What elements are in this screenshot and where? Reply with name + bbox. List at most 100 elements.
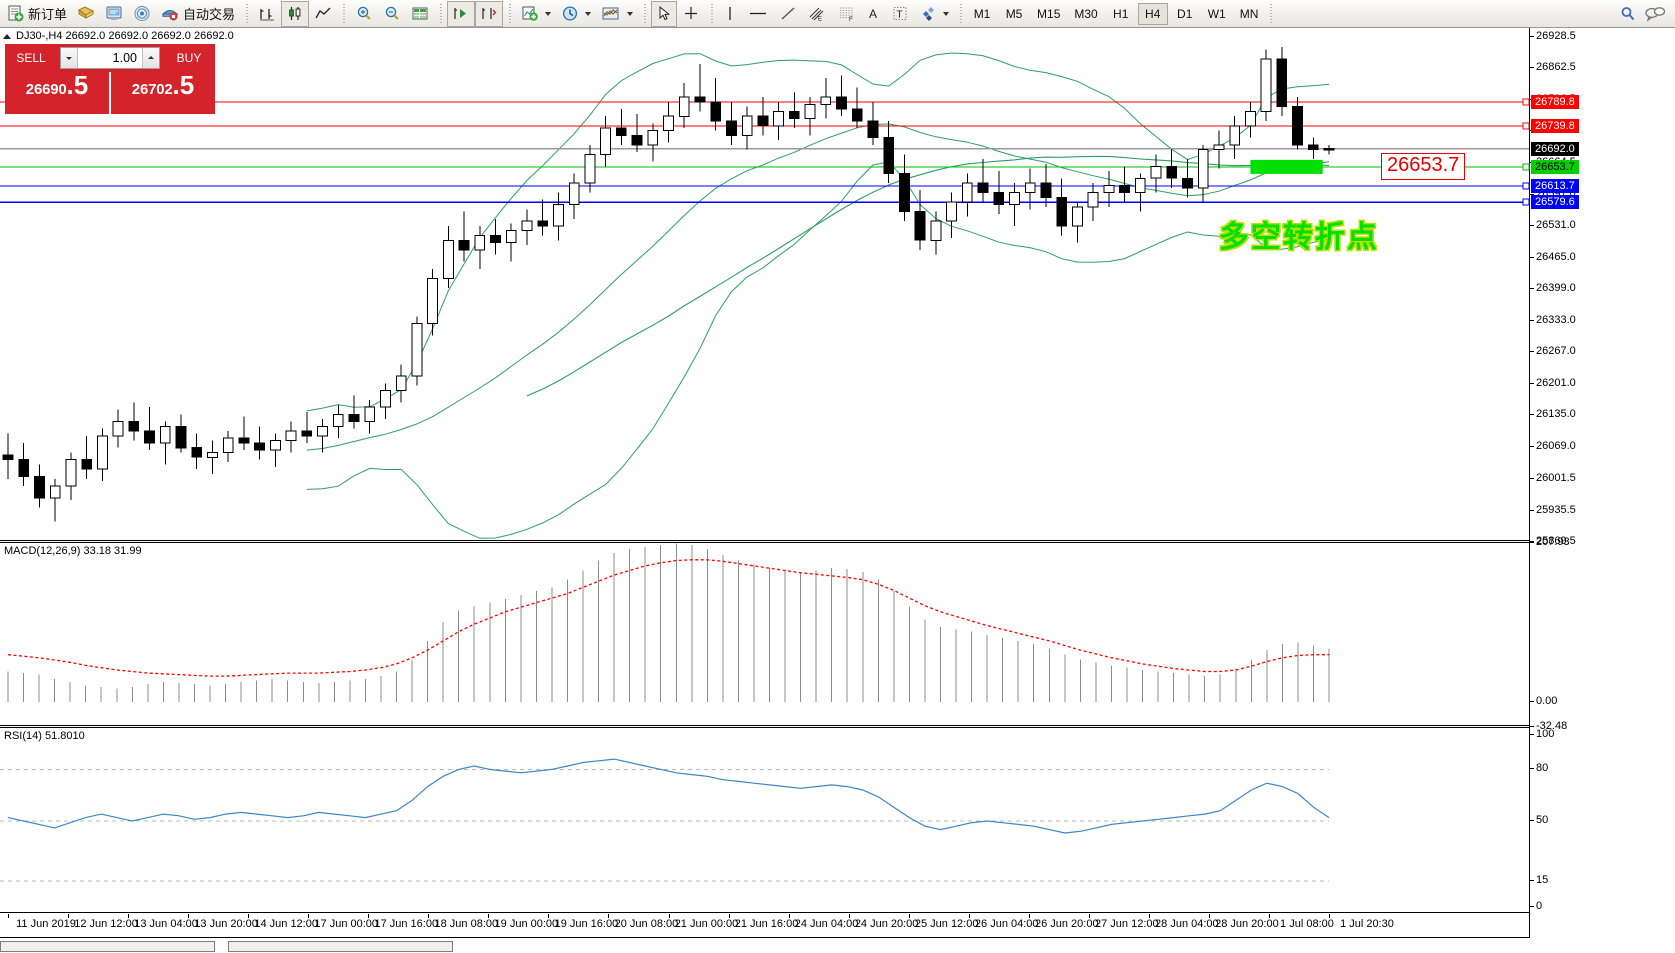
line-chart-button[interactable] bbox=[309, 1, 337, 27]
shapes-tool[interactable] bbox=[914, 1, 954, 27]
candlestick bbox=[694, 63, 706, 112]
timeframe-m30[interactable]: M30 bbox=[1074, 6, 1098, 21]
price-pane[interactable]: DJ30-,H4 26692.0 26692.0 26692.0 26692.0… bbox=[0, 28, 1529, 541]
periods-button[interactable] bbox=[556, 1, 596, 27]
vertical-line-tool[interactable] bbox=[718, 1, 742, 27]
level-drag-handle[interactable] bbox=[1522, 122, 1530, 130]
candlestick bbox=[1323, 144, 1335, 155]
candlestick bbox=[600, 116, 612, 167]
chart-area: DJ30-,H4 26692.0 26692.0 26692.0 26692.0… bbox=[0, 28, 1675, 953]
pivot-highlight-rect[interactable] bbox=[1250, 159, 1323, 174]
rsi-caption: RSI(14) 51.8010 bbox=[4, 730, 85, 742]
new-order-button[interactable]: 新订单 bbox=[2, 1, 72, 27]
candlestick bbox=[1134, 173, 1146, 212]
candlestick bbox=[411, 316, 423, 386]
equidistant-channel-tool[interactable]: E bbox=[802, 1, 832, 27]
candlestick bbox=[741, 106, 753, 150]
data-window-button[interactable] bbox=[406, 1, 434, 27]
chart-shift-button[interactable] bbox=[475, 0, 504, 27]
candlestick bbox=[443, 225, 454, 288]
crosshair-tool[interactable] bbox=[677, 1, 705, 27]
price-level-badge-pivot-level[interactable]: 26653.7 bbox=[1531, 159, 1579, 174]
chart-text-annotation[interactable]: 多空转折点 bbox=[1218, 220, 1379, 254]
timeframe-mn[interactable]: MN bbox=[1239, 6, 1259, 21]
price-level-badge-current-price[interactable]: 26692.0 bbox=[1531, 141, 1579, 156]
text-label-tool[interactable]: T bbox=[886, 1, 914, 27]
timeframe-h1[interactable]: H1 bbox=[1113, 6, 1129, 21]
templates-button[interactable] bbox=[596, 1, 638, 27]
signals-button[interactable] bbox=[128, 1, 156, 27]
timeframe-h4[interactable]: H4 bbox=[1137, 2, 1168, 25]
buy-label[interactable]: BUY bbox=[163, 44, 215, 72]
expert-advisors-button[interactable] bbox=[72, 1, 100, 27]
time-axis-label: 17 Jun 00:00 bbox=[314, 918, 379, 930]
chevron-down-icon[interactable] bbox=[585, 11, 592, 16]
mql5-community-button[interactable] bbox=[100, 1, 128, 27]
candlestick bbox=[1103, 171, 1115, 207]
macd-pane[interactable]: MACD(12,26,9) 33.18 31.99 bbox=[0, 542, 1529, 726]
time-axis-tick bbox=[548, 914, 550, 918]
timeframe-m15[interactable]: M15 bbox=[1037, 6, 1061, 21]
price-axis-tick bbox=[1530, 509, 1534, 511]
zoom-out-button[interactable] bbox=[378, 1, 406, 27]
one-click-trade-panel[interactable]: SELL 1.00 BUY bbox=[5, 44, 215, 114]
timeframe-d1[interactable]: D1 bbox=[1177, 6, 1193, 21]
trendline-tool[interactable] bbox=[774, 1, 802, 27]
channel-icon: E bbox=[807, 5, 827, 22]
sell-label[interactable]: SELL bbox=[5, 44, 57, 72]
cursor-tool[interactable] bbox=[651, 0, 678, 27]
auto-scroll-button[interactable] bbox=[447, 0, 476, 27]
macd-axis-label: 0.00 bbox=[1536, 695, 1558, 708]
time-axis-tick bbox=[308, 914, 310, 918]
price-axis[interactable]: 26928.526862.526796.526730.526664.526597… bbox=[1522, 28, 1675, 938]
toolbar-separator bbox=[708, 2, 716, 25]
price-level-badge-support-upper[interactable]: 26613.7 bbox=[1531, 179, 1579, 194]
toolbar-separator bbox=[641, 2, 649, 25]
sell-button[interactable]: 26690 .5 bbox=[5, 72, 109, 114]
level-drag-handle[interactable] bbox=[1522, 163, 1530, 171]
chat-bubbles-icon[interactable] bbox=[1643, 5, 1667, 23]
zoom-in-button[interactable] bbox=[350, 1, 378, 27]
candlestick bbox=[65, 452, 77, 501]
price-callout-tag[interactable]: 26653.7 bbox=[1381, 152, 1466, 180]
collapse-triangle-icon[interactable] bbox=[3, 33, 11, 39]
level-drag-handle[interactable] bbox=[1522, 182, 1530, 190]
fibonacci-tool[interactable]: F bbox=[832, 1, 862, 27]
price-level-badge-resistance-upper[interactable]: 26789.8 bbox=[1531, 95, 1579, 110]
volume-decrement-button[interactable] bbox=[61, 48, 78, 68]
price-level-badge-support-lower[interactable]: 26579.6 bbox=[1531, 195, 1579, 210]
taskbar-item-1[interactable] bbox=[0, 941, 215, 952]
timeframe-m5[interactable]: M5 bbox=[1005, 6, 1023, 21]
timeframe-w1[interactable]: W1 bbox=[1207, 6, 1226, 21]
price-level-badge-resistance-lower[interactable]: 26739.8 bbox=[1531, 118, 1579, 133]
chart-shift-icon bbox=[480, 5, 498, 22]
chevron-down-icon[interactable] bbox=[627, 11, 634, 16]
magnifier-icon[interactable] bbox=[1619, 5, 1637, 23]
time-axis[interactable]: 11 Jun 2019 12 Jun 12:00 13 Jun 04:00 13 Ju… bbox=[0, 914, 1529, 938]
taskbar-item-2[interactable] bbox=[228, 941, 453, 952]
time-axis-label: 24 Jun 20:00 bbox=[854, 918, 919, 930]
level-drag-handle[interactable] bbox=[1522, 98, 1530, 106]
chevron-down-icon[interactable] bbox=[943, 11, 950, 16]
price-axis-label: 26201.0 bbox=[1536, 376, 1576, 389]
indicators-button[interactable] bbox=[516, 1, 556, 27]
templates-icon bbox=[601, 5, 621, 22]
timeframe-group: M1 M5 M15 M30 H1 H4 D1 W1 MN bbox=[967, 2, 1264, 25]
candlestick bbox=[820, 78, 832, 119]
bar-chart-button[interactable] bbox=[253, 1, 281, 27]
price-axis-label: 26267.0 bbox=[1536, 345, 1576, 358]
buy-button[interactable]: 26702 .5 bbox=[109, 72, 215, 114]
text-tool[interactable]: A bbox=[862, 1, 886, 27]
auto-trading-button[interactable]: 自动交易 bbox=[156, 1, 240, 27]
volume-value[interactable]: 1.00 bbox=[112, 51, 137, 65]
chevron-down-icon[interactable] bbox=[545, 11, 552, 16]
price-axis-label: 26862.5 bbox=[1536, 61, 1576, 74]
volume-increment-button[interactable] bbox=[142, 48, 159, 68]
timeframe-m1[interactable]: M1 bbox=[973, 6, 991, 21]
volume-stepper[interactable]: 1.00 bbox=[60, 47, 160, 69]
horizontal-line-tool[interactable] bbox=[742, 1, 774, 27]
level-drag-handle[interactable] bbox=[1522, 198, 1530, 206]
rsi-pane[interactable]: RSI(14) 51.8010 bbox=[0, 727, 1529, 913]
candlestick bbox=[1150, 154, 1162, 193]
candlestick-chart-button[interactable] bbox=[281, 0, 310, 27]
